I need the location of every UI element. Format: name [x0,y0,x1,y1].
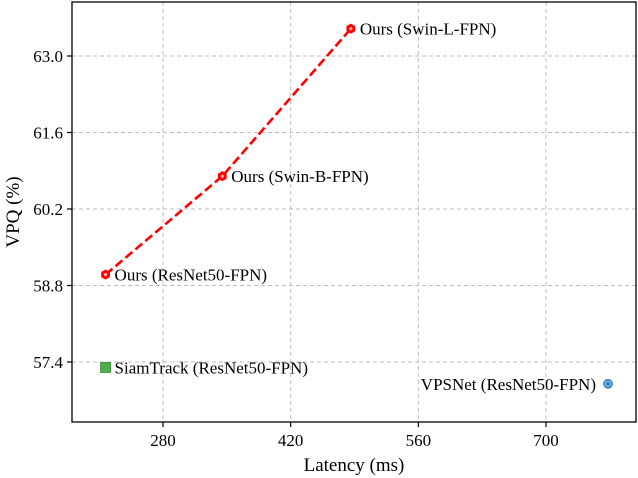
y-tick-label: 63.0 [33,47,63,66]
grid-lines [72,2,636,422]
x-axis-ticks: 280 420 560 700 [150,422,559,450]
circle-marker-ring [604,380,612,387]
y-axis-label: VPQ (%) [3,176,24,247]
point-labels: Ours (ResNet50-FPN) Ours (Swin-B-FPN) Ours… [115,20,596,394]
point-label: Ours (Swin-L-FPN) [360,20,496,39]
hexagon-marker-center [349,27,353,31]
point-label: VPSNet (ResNet50-FPN) [421,375,596,394]
hexagon-marker-center [220,174,224,178]
square-marker [100,362,111,373]
y-tick-label: 57.4 [33,353,63,372]
plot-frame [71,1,637,423]
y-tick-label: 61.6 [33,124,63,143]
x-tick-label: 420 [278,431,304,450]
data-markers [100,23,613,389]
point-label: Ours (ResNet50-FPN) [115,266,268,285]
series-line-ours [104,27,352,276]
x-tick-label: 700 [533,431,559,450]
y-tick-label: 58.8 [33,277,63,296]
x-tick-label: 280 [150,431,176,450]
hexagon-marker-center [103,272,108,277]
y-tick-label: 60.2 [33,200,63,219]
x-axis-label: Latency (ms) [304,455,405,476]
x-tick-label: 560 [406,431,432,450]
point-label: SiamTrack (ResNet50-FPN) [115,358,308,377]
circle-marker [603,379,613,389]
series-lines [104,27,352,276]
y-axis-ticks: 57.4 58.8 60.2 61.6 63.0 [33,47,72,372]
point-label: Ours (Swin-B-FPN) [231,167,368,186]
